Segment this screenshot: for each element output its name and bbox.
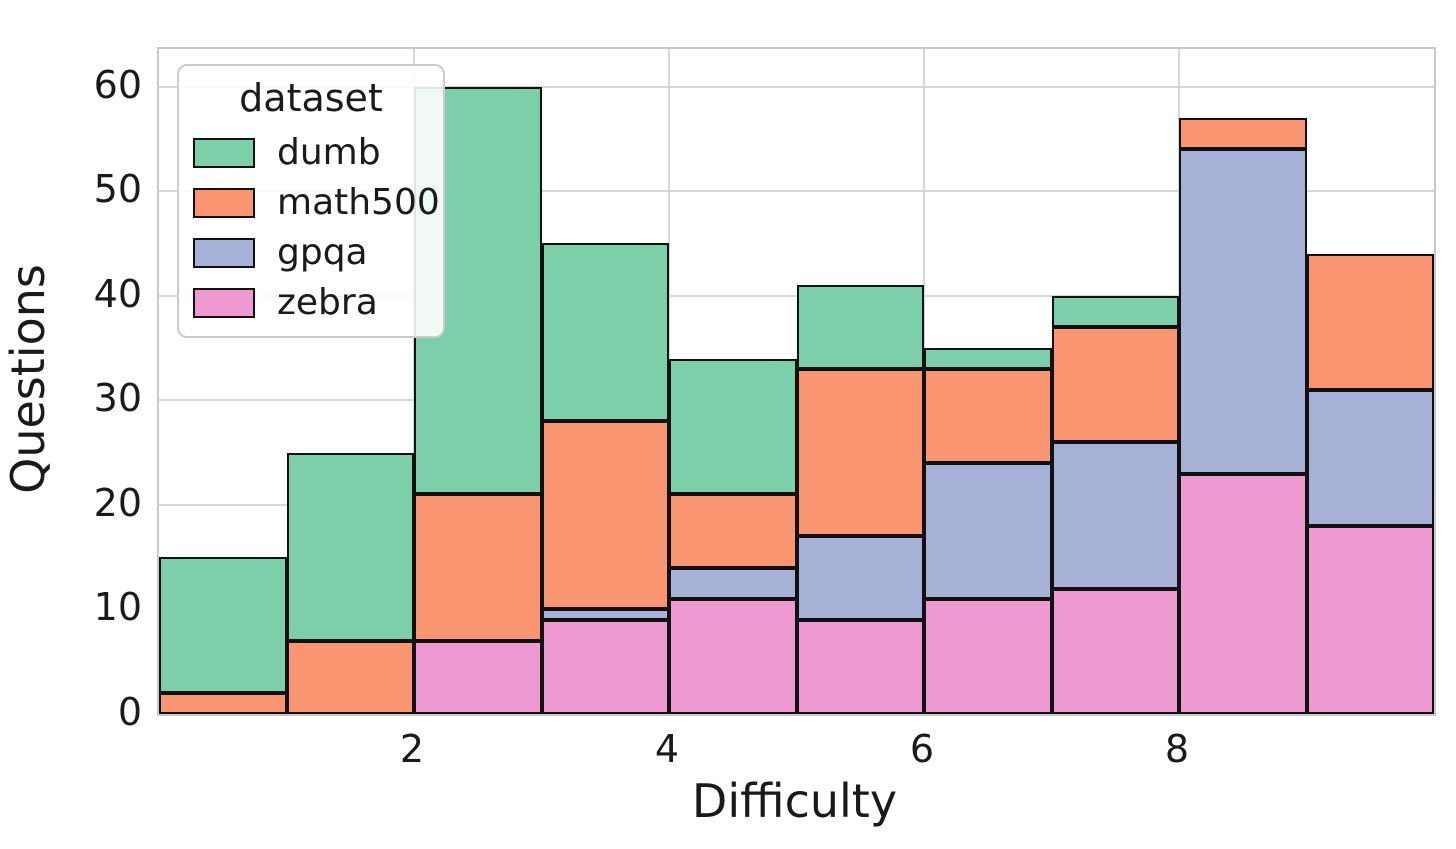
legend-row-math500: math500 [193, 184, 440, 222]
x-tick-label: 6 [909, 727, 935, 771]
histogram-bar [669, 49, 797, 714]
y-tick-label: 30 [93, 376, 142, 421]
bar-segment-math500 [669, 494, 797, 568]
histogram-bar [1051, 49, 1179, 714]
legend-label: gpqa [277, 232, 368, 273]
bar-segment-gpqa [924, 463, 1052, 599]
bar-segment-gpqa [1306, 389, 1434, 526]
bar-segment-gpqa [541, 609, 669, 620]
legend: dataset dumb math500 gpqa zebra [177, 64, 445, 338]
y-tick-label: 40 [93, 271, 142, 316]
bar-segment-zebra [796, 619, 924, 714]
bar-segment-dumb [924, 348, 1052, 369]
legend-label: math500 [277, 182, 440, 223]
x-axis: 2 4 6 8 [157, 722, 1432, 772]
legend-swatch-gpqa [193, 238, 255, 268]
bar-segment-dumb [286, 452, 414, 641]
legend-swatch-math500 [193, 188, 255, 218]
bar-segment-zebra [924, 598, 1052, 714]
bar-segment-math500 [924, 368, 1052, 464]
legend-swatch-zebra [193, 288, 255, 318]
histogram-bar [1179, 49, 1307, 714]
bar-segment-dumb [541, 243, 669, 422]
bar-segment-dumb [796, 285, 924, 369]
bar-segment-math500 [159, 693, 287, 714]
y-tick-label: 60 [93, 62, 142, 107]
bar-segment-math500 [1179, 118, 1307, 150]
legend-label: zebra [277, 282, 378, 323]
bar-segment-math500 [796, 368, 924, 537]
bar-segment-zebra [414, 640, 542, 714]
y-gridline [159, 190, 1434, 193]
bar-segment-zebra [669, 598, 797, 714]
y-axis-label: Questions [1, 264, 55, 494]
bar-segment-math500 [1306, 253, 1434, 390]
legend-row-zebra: zebra [193, 284, 429, 322]
y-tick-label: 50 [93, 167, 142, 212]
legend-title: dataset [239, 76, 383, 120]
histogram-bar [541, 49, 669, 714]
y-tick-label: 0 [117, 690, 142, 734]
legend-row-dumb: dumb [193, 134, 429, 172]
y-tick-label: 10 [93, 585, 142, 630]
bar-segment-math500 [1051, 327, 1179, 443]
histogram-bar [796, 49, 924, 714]
legend-label: dumb [277, 132, 381, 173]
legend-row-gpqa: gpqa [193, 234, 429, 272]
bar-segment-gpqa [1179, 149, 1307, 474]
x-tick-label: 8 [1164, 727, 1190, 771]
histogram-bar [286, 49, 414, 714]
bar-segment-math500 [286, 640, 414, 714]
bar-segment-gpqa [1051, 442, 1179, 589]
legend-swatch-dumb [193, 138, 255, 168]
x-axis-label: Difficulty [691, 774, 898, 828]
histogram-bar [1306, 49, 1434, 714]
y-gridline [159, 85, 1434, 88]
bar-segment-dumb [669, 358, 797, 495]
y-tick-label: 20 [93, 480, 142, 525]
x-tick-label: 2 [399, 727, 425, 771]
bar-segment-dumb [159, 557, 287, 694]
bar-segment-math500 [541, 421, 669, 610]
bar-segment-zebra [1051, 588, 1179, 714]
bar-segment-zebra [1179, 473, 1307, 714]
bar-segment-zebra [1306, 525, 1434, 714]
histogram-bar [924, 49, 1052, 714]
y-axis: 0 10 20 30 40 50 60 [0, 47, 150, 731]
bar-segment-dumb [1051, 295, 1179, 328]
bar-segment-gpqa [669, 567, 797, 599]
bar-segment-zebra [541, 619, 669, 714]
plot-area: dataset dumb math500 gpqa zebra [157, 47, 1436, 716]
bar-segment-gpqa [796, 536, 924, 620]
x-tick-label: 4 [654, 727, 680, 771]
bar-segment-math500 [414, 494, 542, 641]
histogram-bar [159, 49, 287, 714]
